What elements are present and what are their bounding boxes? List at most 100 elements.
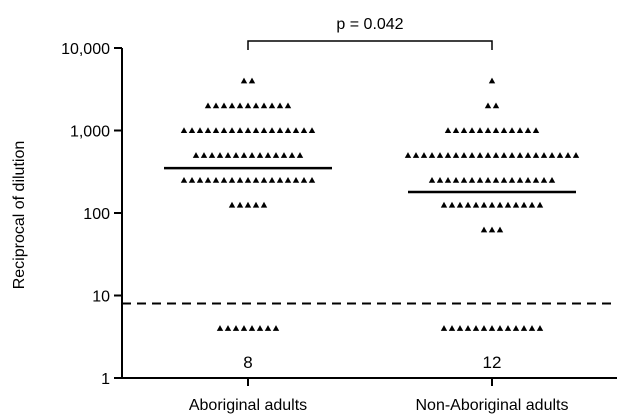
data-point xyxy=(220,102,228,109)
data-point xyxy=(444,127,452,134)
data-point xyxy=(208,152,216,158)
data-point xyxy=(436,176,444,183)
data-point xyxy=(456,201,464,208)
data-point xyxy=(536,325,544,331)
data-point xyxy=(248,325,256,331)
data-point xyxy=(240,325,248,331)
data-point xyxy=(512,201,520,208)
data-point xyxy=(300,127,308,134)
data-point xyxy=(236,201,244,208)
data-point xyxy=(572,152,580,158)
data-point xyxy=(200,152,208,158)
data-point xyxy=(268,127,276,134)
data-point xyxy=(516,176,524,183)
data-point xyxy=(548,152,556,158)
data-point xyxy=(300,176,308,183)
data-point xyxy=(436,152,444,158)
x-category-label: Non-Aboriginal adults xyxy=(416,397,569,414)
data-point xyxy=(540,152,548,158)
data-point xyxy=(296,152,304,158)
data-point xyxy=(252,127,260,134)
data-point xyxy=(192,152,200,158)
data-point xyxy=(484,176,492,183)
data-point xyxy=(228,127,236,134)
data-point xyxy=(524,152,532,158)
data-point xyxy=(444,152,452,158)
data-point xyxy=(520,325,528,331)
data-point xyxy=(528,201,536,208)
data-point xyxy=(440,201,448,208)
data-point xyxy=(428,152,436,158)
data-point xyxy=(252,176,260,183)
data-point xyxy=(536,201,544,208)
data-point xyxy=(528,325,536,331)
data-point xyxy=(484,152,492,158)
data-point xyxy=(492,176,500,183)
data-point xyxy=(196,127,204,134)
data-point xyxy=(488,226,496,233)
data-point xyxy=(244,201,252,208)
data-point xyxy=(288,152,296,158)
data-point xyxy=(476,152,484,158)
plot-area: 1 10 100 1,000 10,000 Aboriginal adults Non-Ab… xyxy=(61,40,617,414)
data-point xyxy=(276,127,284,134)
data-point xyxy=(260,127,268,134)
data-point xyxy=(500,176,508,183)
data-point xyxy=(236,102,244,109)
data-point xyxy=(248,152,256,158)
data-point xyxy=(460,152,468,158)
data-point xyxy=(504,325,512,331)
data-point xyxy=(276,102,284,109)
data-point xyxy=(216,152,224,158)
data-point xyxy=(228,176,236,183)
data-point xyxy=(212,176,220,183)
data-point xyxy=(516,152,524,158)
data-point xyxy=(472,201,480,208)
data-point xyxy=(488,77,496,84)
data-point xyxy=(460,176,468,183)
y-tick-label: 100 xyxy=(83,206,110,223)
data-point xyxy=(448,201,456,208)
data-point xyxy=(212,102,220,109)
y-tick-label: 1 xyxy=(101,371,110,388)
data-point xyxy=(236,127,244,134)
data-point xyxy=(512,325,520,331)
data-point xyxy=(220,176,228,183)
data-point xyxy=(404,152,412,158)
data-point xyxy=(256,325,264,331)
data-point xyxy=(484,102,492,109)
data-point xyxy=(268,176,276,183)
data-point xyxy=(532,176,540,183)
data-point xyxy=(180,176,188,183)
data-point xyxy=(460,127,468,134)
data-point xyxy=(224,325,232,331)
data-point xyxy=(292,176,300,183)
data-point xyxy=(224,152,232,158)
x-category-label: Aboriginal adults xyxy=(189,397,307,414)
data-point xyxy=(204,102,212,109)
data-point xyxy=(216,325,224,331)
data-point xyxy=(500,152,508,158)
y-tick-label: 1,000 xyxy=(70,124,110,141)
data-point xyxy=(468,152,476,158)
data-point xyxy=(540,176,548,183)
data-point xyxy=(480,325,488,331)
data-point xyxy=(280,152,288,158)
data-point xyxy=(220,127,228,134)
data-point xyxy=(508,176,516,183)
data-point xyxy=(520,201,528,208)
data-point xyxy=(524,127,532,134)
data-point xyxy=(232,152,240,158)
data-point xyxy=(196,176,204,183)
data-point xyxy=(500,127,508,134)
data-point xyxy=(564,152,572,158)
data-point xyxy=(464,325,472,331)
data-point xyxy=(464,201,472,208)
data-point xyxy=(444,176,452,183)
data-point xyxy=(480,201,488,208)
data-point xyxy=(228,201,236,208)
data-point xyxy=(476,176,484,183)
data-point xyxy=(412,152,420,158)
data-point xyxy=(292,127,300,134)
